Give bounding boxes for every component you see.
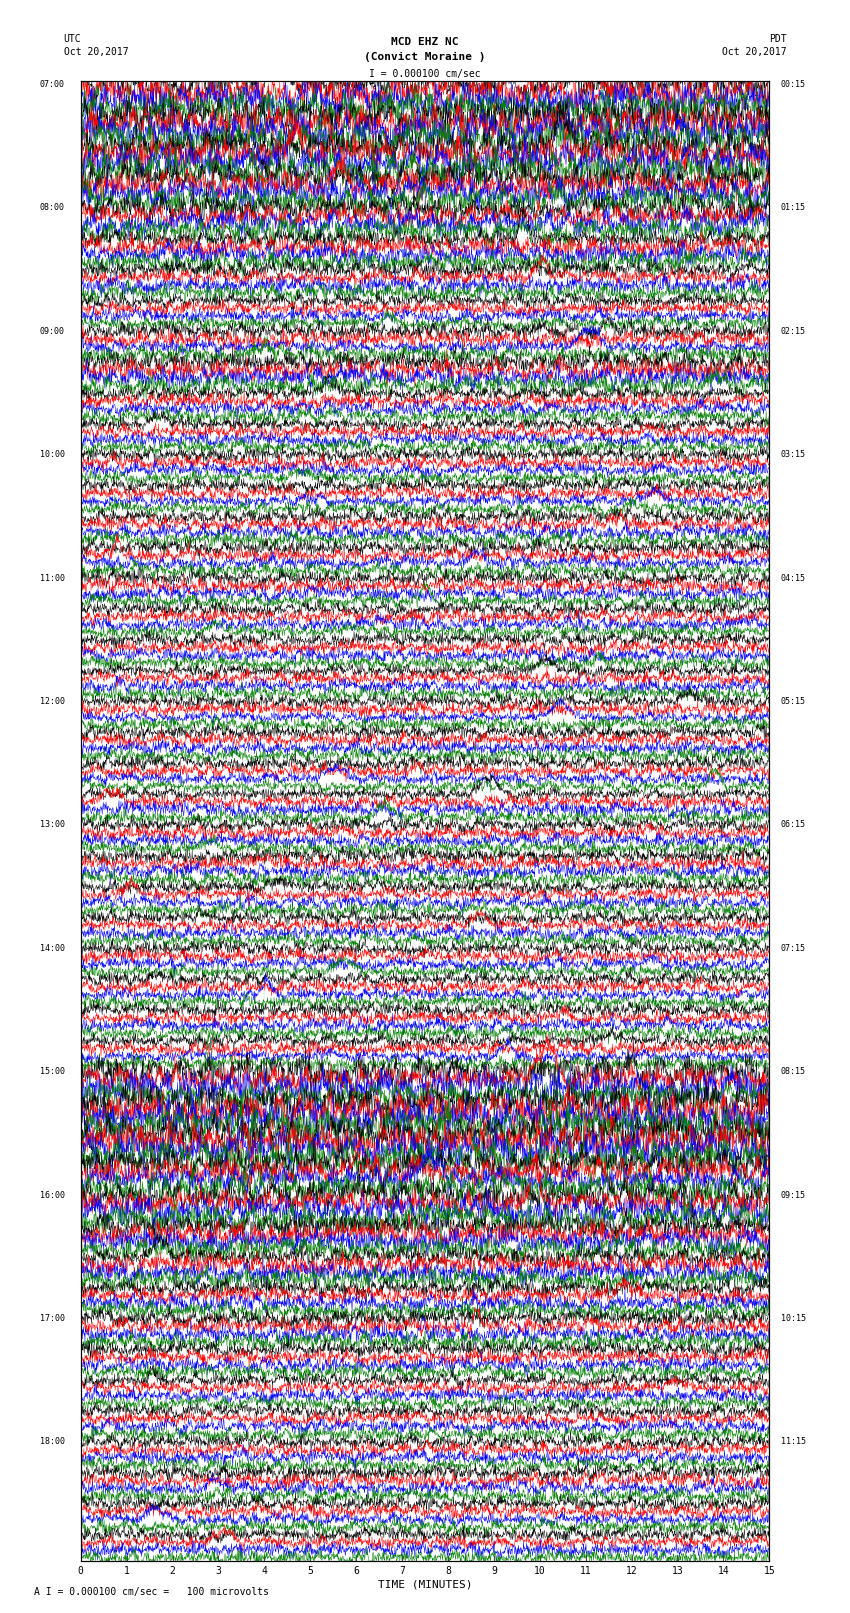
Text: 13:00: 13:00 — [40, 821, 65, 829]
Text: UTC: UTC — [64, 34, 82, 44]
Text: 02:15: 02:15 — [780, 327, 806, 336]
Text: A I = 0.000100 cm/sec =   100 microvolts: A I = 0.000100 cm/sec = 100 microvolts — [34, 1587, 269, 1597]
X-axis label: TIME (MINUTES): TIME (MINUTES) — [377, 1579, 473, 1589]
Text: 01:15: 01:15 — [780, 203, 806, 213]
Text: 18:00: 18:00 — [40, 1437, 65, 1447]
Text: 05:15: 05:15 — [780, 697, 806, 706]
Text: 11:00: 11:00 — [40, 574, 65, 582]
Text: 10:15: 10:15 — [780, 1315, 806, 1323]
Text: Oct 20,2017: Oct 20,2017 — [722, 47, 786, 56]
Text: 08:15: 08:15 — [780, 1068, 806, 1076]
Text: 12:00: 12:00 — [40, 697, 65, 706]
Text: 07:00: 07:00 — [40, 81, 65, 89]
Text: 03:15: 03:15 — [780, 450, 806, 460]
Text: 14:00: 14:00 — [40, 944, 65, 953]
Text: 15:00: 15:00 — [40, 1068, 65, 1076]
Text: 17:00: 17:00 — [40, 1315, 65, 1323]
Text: 10:00: 10:00 — [40, 450, 65, 460]
Text: 09:00: 09:00 — [40, 327, 65, 336]
Text: 11:15: 11:15 — [780, 1437, 806, 1447]
Text: 06:15: 06:15 — [780, 821, 806, 829]
Text: 16:00: 16:00 — [40, 1190, 65, 1200]
Text: 09:15: 09:15 — [780, 1190, 806, 1200]
Text: 04:15: 04:15 — [780, 574, 806, 582]
Text: (Convict Moraine ): (Convict Moraine ) — [365, 52, 485, 61]
Text: 08:00: 08:00 — [40, 203, 65, 213]
Text: 07:15: 07:15 — [780, 944, 806, 953]
Text: 00:15: 00:15 — [780, 81, 806, 89]
Text: PDT: PDT — [768, 34, 786, 44]
Text: Oct 20,2017: Oct 20,2017 — [64, 47, 128, 56]
Text: MCD EHZ NC: MCD EHZ NC — [391, 37, 459, 47]
Text: I = 0.000100 cm/sec: I = 0.000100 cm/sec — [369, 69, 481, 79]
